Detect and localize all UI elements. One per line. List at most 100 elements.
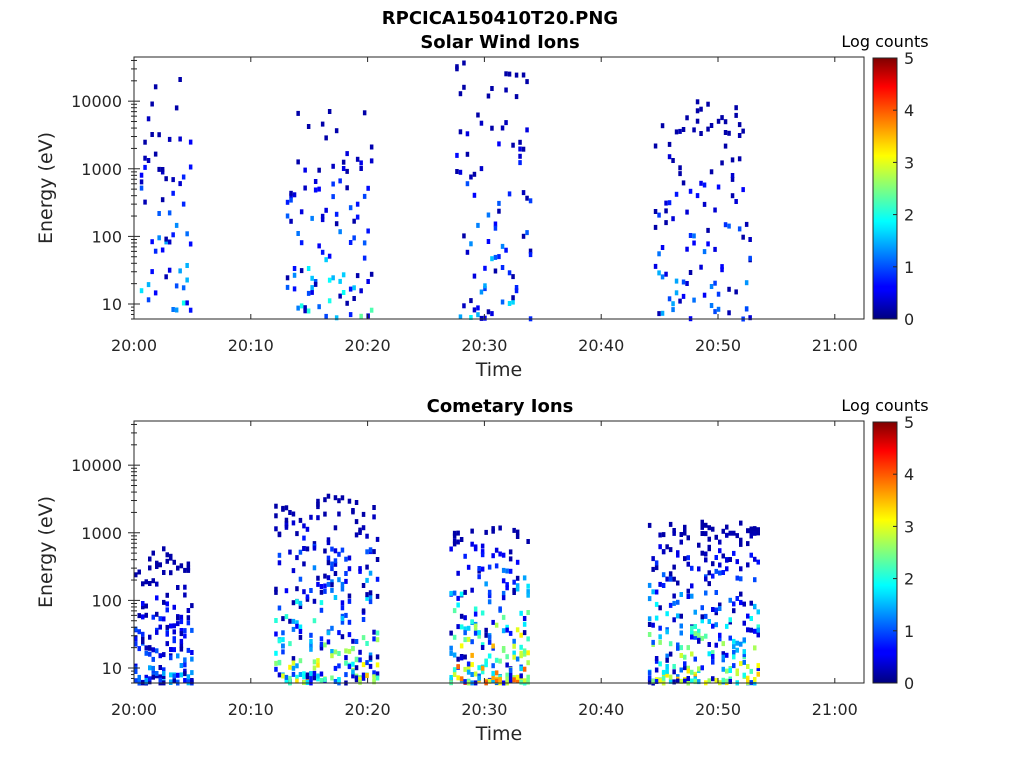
spectrogram-cell — [323, 548, 327, 554]
spectrogram-cell — [167, 136, 172, 142]
x-tick-label: 20:30 — [461, 336, 507, 355]
spectrogram-cell — [372, 674, 376, 680]
spectrogram-cell — [341, 159, 346, 165]
spectrogram-cell — [711, 676, 715, 682]
spectrogram-cell — [155, 648, 159, 654]
spectrogram-cell — [735, 647, 739, 653]
spectrogram-cell — [296, 305, 300, 311]
spectrogram-cell — [291, 660, 296, 666]
spectrogram-cell — [134, 669, 138, 674]
spectrogram-cell — [324, 257, 328, 263]
spectrogram-cell — [158, 665, 162, 670]
spectrogram-cell — [505, 672, 509, 678]
spectrogram-cell — [365, 533, 369, 539]
spectrogram-cell — [309, 514, 313, 520]
spectrogram-cell — [139, 172, 144, 178]
spectrogram-cell — [291, 568, 296, 574]
spectrogram-cell — [144, 645, 148, 651]
spectrogram-cell — [671, 307, 675, 313]
spectrogram-cell — [497, 200, 501, 206]
spectrogram-cell — [155, 671, 159, 676]
spectrogram-cell — [515, 529, 520, 535]
spectrogram-cell — [162, 599, 166, 605]
spectrogram-cell — [741, 234, 745, 240]
spectrogram-cell — [309, 671, 313, 677]
spectrogram-cell — [298, 629, 303, 634]
spectrogram-cell — [323, 583, 327, 589]
spectrogram-cell — [368, 655, 373, 661]
spectrogram-cell — [330, 649, 334, 654]
spectrogram-cell — [725, 557, 729, 563]
spectrogram-cell — [686, 594, 690, 599]
spectrogram-cell — [452, 541, 457, 547]
spectrogram-cell — [654, 667, 659, 673]
spectrogram-cell — [288, 510, 292, 515]
spectrogram-cell — [146, 116, 151, 122]
colorbar-tick-label: 1 — [904, 622, 914, 641]
spectrogram-cell — [469, 298, 473, 304]
spectrogram-cell — [686, 561, 690, 567]
spectrogram-cell — [697, 628, 701, 634]
colorbar-label: Log counts — [841, 32, 928, 51]
spectrogram-cell — [313, 279, 318, 284]
spectrogram-cell — [171, 307, 175, 312]
spectrogram-cell — [491, 675, 495, 680]
spectrogram-cell — [355, 214, 360, 220]
spectrogram-cell — [702, 182, 707, 188]
spectrogram-cell — [291, 618, 296, 624]
spectrogram-cell — [494, 670, 499, 676]
spectrogram-cell — [331, 275, 335, 281]
spectrogram-cell — [491, 670, 495, 676]
spectrogram-cell — [465, 131, 470, 137]
spectrogram-cell — [713, 246, 717, 252]
spectrogram-cell — [317, 186, 321, 192]
spectrogram-cell — [333, 558, 338, 564]
y-tick-label: 1000 — [81, 160, 122, 179]
spectrogram-cell — [730, 176, 735, 182]
spectrogram-cell — [683, 661, 687, 667]
spectrogram-cell — [678, 165, 682, 171]
spectrogram-cell — [312, 659, 317, 665]
spectrogram-cell — [725, 668, 729, 674]
y-tick-label: 100 — [91, 591, 122, 610]
spectrogram-cell — [347, 632, 352, 638]
spectrogram-cell — [686, 676, 690, 681]
spectrogram-cell — [462, 303, 466, 309]
spectrogram-cell — [700, 614, 704, 620]
spectrogram-cell — [309, 676, 313, 682]
spectrogram-cell — [723, 119, 728, 125]
spectrogram-cell — [345, 151, 349, 157]
spectrogram-cell — [512, 579, 516, 585]
spectrogram-cell — [295, 678, 299, 684]
spectrogram-cell — [326, 555, 331, 561]
spectrogram-cell — [667, 296, 672, 302]
spectrogram-cell — [748, 255, 752, 261]
spectrogram-cell — [340, 619, 345, 625]
spectrogram-cell — [661, 669, 666, 675]
spectrogram-cell — [158, 677, 162, 683]
spectrogram-cell — [681, 127, 686, 132]
spectrogram-cell — [352, 296, 356, 301]
spectrogram-cell — [333, 525, 338, 531]
spectrogram-cell — [477, 675, 481, 681]
spectrogram-cell — [735, 596, 739, 601]
spectrogram-cell — [692, 127, 696, 133]
spectrogram-cell — [700, 550, 704, 556]
spectrogram-cell — [690, 678, 694, 684]
spectrogram-cell — [704, 613, 708, 619]
spectrogram-cell — [165, 628, 169, 634]
spectrogram-cell — [354, 665, 359, 671]
colorbar-tick-label: 4 — [904, 101, 914, 120]
spectrogram-cell — [472, 273, 477, 279]
spectrogram-cell — [310, 289, 314, 295]
spectrogram-cell — [362, 255, 367, 261]
spectrogram-cell — [330, 579, 334, 585]
spectrogram-cell — [746, 613, 750, 619]
spectrogram-cell — [668, 571, 673, 577]
spectrogram-cell — [742, 649, 746, 655]
spectrogram-cell — [459, 676, 464, 682]
colorbar: Log counts 0 1 2 3 4 5 — [841, 396, 928, 693]
spectrogram-cell — [134, 641, 138, 647]
spectrogram-cell — [477, 566, 481, 571]
spectrogram-cell — [742, 672, 746, 678]
